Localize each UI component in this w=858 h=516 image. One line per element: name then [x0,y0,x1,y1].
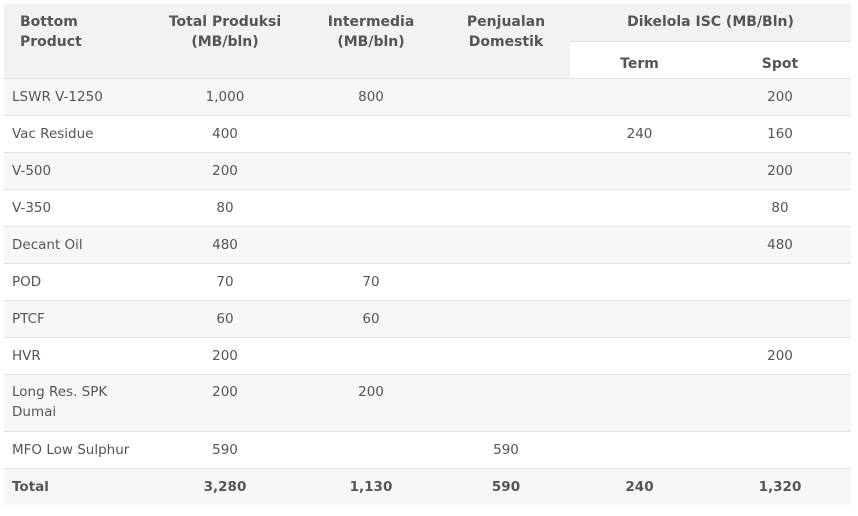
cell-term [570,225,709,263]
table-row: LSWR V-1250 1,000 800 200 [4,77,851,115]
cell-spot [709,299,851,337]
bottom-product-table: Bottom Product Total Produksi (MB/bln) I… [4,4,851,505]
cell-spot: 160 [709,114,851,152]
cell-spot [709,262,851,300]
cell-product: HVR [4,336,150,374]
cell-domestik [442,188,570,226]
header-spot: Spot [709,40,851,78]
header-bottom-product: Bottom Product [4,4,150,78]
cell-term [570,430,709,468]
cell-term [570,77,709,115]
total-spot: 1,320 [709,467,851,505]
table-row: Long Res. SPK Dumai 200 200 [4,373,851,431]
header-term: Term [570,40,709,78]
cell-spot: 200 [709,336,851,374]
cell-domestik: 590 [442,430,570,468]
total-term: 240 [570,467,709,505]
table-row: POD 70 70 [4,262,851,300]
cell-term [570,262,709,300]
table-header: Bottom Product Total Produksi (MB/bln) I… [4,4,851,78]
cell-intermedia: 200 [300,373,442,431]
cell-intermedia [300,430,442,468]
header-dikelola-isc: Dikelola ISC (MB/Bln) [570,4,851,42]
total-intermedia: 1,130 [300,467,442,505]
cell-total: 200 [150,336,300,374]
cell-total: 1,000 [150,77,300,115]
header-intermedia: Intermedia (MB/bln) [300,4,442,78]
cell-total: 60 [150,299,300,337]
table-row: V-500 200 200 [4,151,851,189]
cell-total: 590 [150,430,300,468]
cell-spot [709,373,851,431]
header-penjualan-domestik: Penjualan Domestik [442,4,570,78]
cell-intermedia [300,151,442,189]
cell-intermedia [300,188,442,226]
table-row: PTCF 60 60 [4,299,851,337]
cell-intermedia: 800 [300,77,442,115]
cell-spot [709,430,851,468]
header-total-produksi: Total Produksi (MB/bln) [150,4,300,78]
cell-spot: 480 [709,225,851,263]
cell-term: 240 [570,114,709,152]
cell-domestik [442,262,570,300]
cell-intermedia [300,225,442,263]
cell-term [570,373,709,431]
table-body: LSWR V-1250 1,000 800 200 Vac Residue 40… [4,77,851,505]
cell-total: 200 [150,151,300,189]
cell-product: PTCF [4,299,150,337]
cell-product: V-350 [4,188,150,226]
cell-domestik [442,77,570,115]
cell-domestik [442,225,570,263]
cell-domestik [442,299,570,337]
table-row: MFO Low Sulphur 590 590 [4,430,851,468]
table-row: Vac Residue 400 240 160 [4,114,851,152]
cell-term [570,151,709,189]
cell-product: POD [4,262,150,300]
cell-total: 480 [150,225,300,263]
cell-product: V-500 [4,151,150,189]
production-table-container: Bottom Product Total Produksi (MB/bln) I… [4,4,852,505]
cell-total: 200 [150,373,300,431]
total-domestik: 590 [442,467,570,505]
cell-spot: 80 [709,188,851,226]
cell-domestik [442,151,570,189]
table-row: V-350 80 80 [4,188,851,226]
cell-product: MFO Low Sulphur [4,430,150,468]
cell-product: Vac Residue [4,114,150,152]
table-row: Decant Oil 480 480 [4,225,851,263]
cell-domestik [442,336,570,374]
cell-spot: 200 [709,77,851,115]
cell-term [570,188,709,226]
cell-term [570,299,709,337]
cell-term [570,336,709,374]
total-total: 3,280 [150,467,300,505]
cell-domestik [442,373,570,431]
table-row: HVR 200 200 [4,336,851,374]
cell-intermedia: 70 [300,262,442,300]
cell-total: 70 [150,262,300,300]
cell-intermedia [300,336,442,374]
cell-total: 80 [150,188,300,226]
cell-product: Long Res. SPK Dumai [4,373,150,431]
cell-total: 400 [150,114,300,152]
cell-product: LSWR V-1250 [4,77,150,115]
cell-spot: 200 [709,151,851,189]
total-label: Total [4,467,150,505]
total-row: Total 3,280 1,130 590 240 1,320 [4,467,851,505]
cell-domestik [442,114,570,152]
cell-product: Decant Oil [4,225,150,263]
cell-intermedia: 60 [300,299,442,337]
cell-intermedia [300,114,442,152]
